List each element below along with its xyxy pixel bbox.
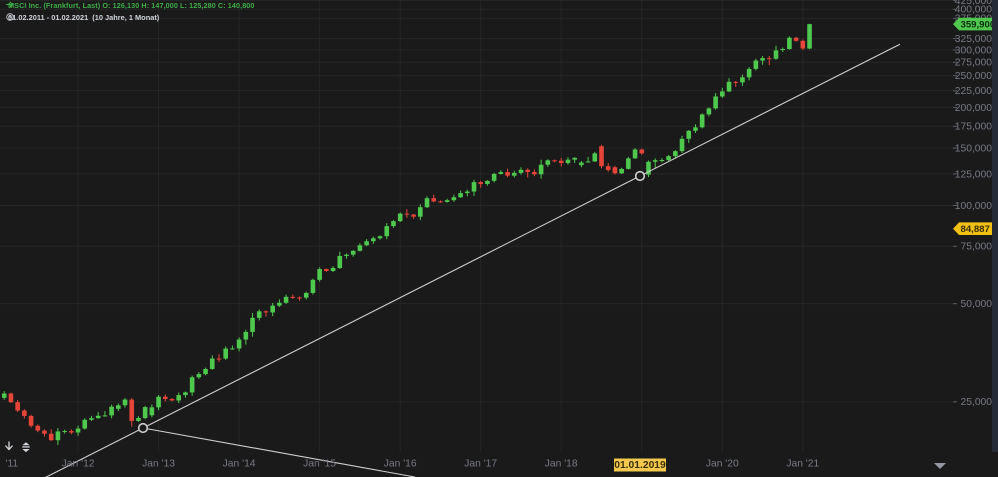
svg-text:Jan '12: Jan '12	[62, 459, 95, 470]
svg-text:359,900: 359,900	[961, 19, 996, 30]
svg-text:'11: '11	[6, 459, 19, 470]
svg-text:225,000: 225,000	[955, 86, 992, 97]
svg-text:50,000: 50,000	[961, 299, 993, 310]
svg-text:25,000: 25,000	[961, 397, 993, 408]
svg-text:Jan '20: Jan '20	[706, 459, 739, 470]
svg-text:75,000: 75,000	[961, 242, 993, 253]
svg-text:250,000: 250,000	[955, 71, 992, 82]
svg-text:01.01.2019: 01.01.2019	[614, 460, 666, 471]
svg-text:Jan '13: Jan '13	[142, 459, 175, 470]
svg-text:Jan '21: Jan '21	[786, 459, 819, 470]
svg-text:175,000: 175,000	[955, 122, 992, 133]
svg-text:Jan '14: Jan '14	[223, 459, 256, 470]
svg-text:Jan '18: Jan '18	[545, 459, 578, 470]
svg-text:125,000: 125,000	[955, 169, 992, 180]
svg-text:100,000: 100,000	[955, 201, 992, 212]
svg-text:Jan '15: Jan '15	[303, 459, 336, 470]
svg-text:300,000: 300,000	[955, 45, 992, 56]
svg-text:Jan '17: Jan '17	[464, 459, 497, 470]
svg-text:200,000: 200,000	[955, 103, 992, 114]
svg-text:Jan '16: Jan '16	[384, 459, 417, 470]
svg-text:275,000: 275,000	[955, 58, 992, 69]
svg-text:150,000: 150,000	[955, 144, 992, 155]
svg-text:84,887: 84,887	[961, 224, 990, 235]
svg-text:325,000: 325,000	[955, 34, 992, 45]
